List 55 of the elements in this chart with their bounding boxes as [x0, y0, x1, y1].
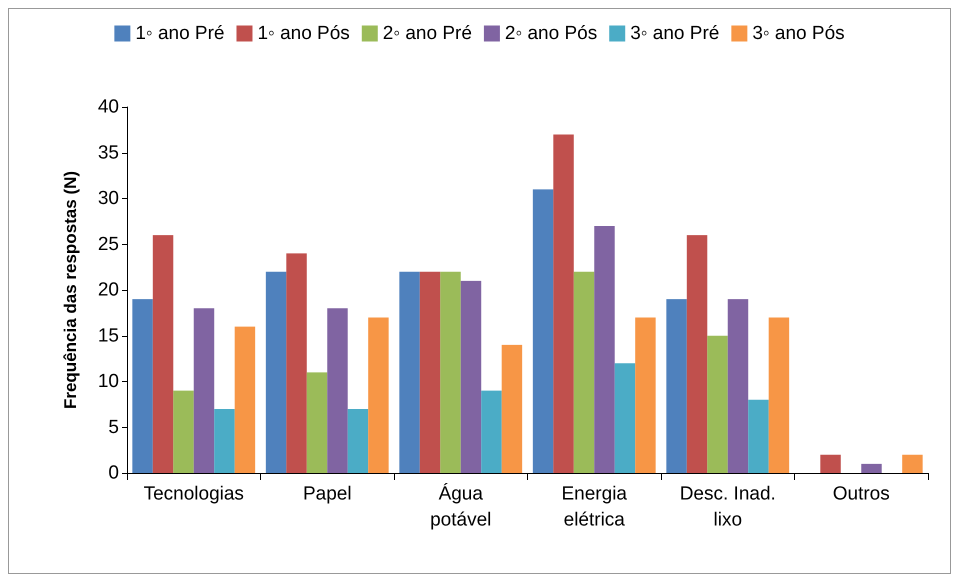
- x-tick-label: Papel: [302, 484, 352, 504]
- x-tick-label: Tecnologias: [144, 484, 244, 504]
- y-tick-label: 25: [98, 234, 119, 255]
- bar: [502, 344, 522, 473]
- legend-label: 2◦ ano Pós: [504, 23, 598, 44]
- bar: [266, 272, 286, 473]
- bar: [460, 280, 482, 473]
- bar: [686, 235, 708, 473]
- bar: [861, 464, 882, 473]
- y-tick-label: 35: [98, 142, 119, 164]
- bar: [234, 326, 256, 473]
- bar: [152, 235, 174, 473]
- bar: [594, 226, 615, 473]
- legend-label: 3◦ ano Pré: [630, 23, 720, 44]
- y-tick-label: 0: [108, 462, 119, 484]
- legend-label: 1◦ ano Pré: [135, 23, 224, 44]
- bar: [614, 363, 636, 473]
- y-tick-label: 30: [98, 188, 119, 209]
- bar: [368, 317, 389, 473]
- bar: [214, 408, 235, 473]
- bar: [132, 299, 153, 473]
- bar: [173, 390, 194, 473]
- x-tick-label: Energia elétrica: [562, 484, 628, 530]
- bar: [399, 272, 420, 473]
- bar: [666, 299, 687, 473]
- x-tick-label: Outros: [832, 484, 890, 504]
- x-tick-label: Desc. Inad. lixo: [680, 484, 776, 530]
- bar: [306, 372, 328, 473]
- y-tick-label: 20: [98, 280, 119, 300]
- legend-label: 2◦ ano Pré: [382, 23, 472, 44]
- bar: [902, 454, 923, 473]
- bar: [574, 272, 594, 473]
- bar: [820, 454, 841, 473]
- bar: [194, 308, 214, 473]
- y-axis-title: Frequência das respostas (N): [61, 170, 80, 410]
- bar: [481, 390, 502, 473]
- bar: [440, 272, 461, 473]
- legend-label: 1◦ ano Pós: [257, 23, 350, 44]
- bar: [532, 189, 554, 473]
- bar: [707, 336, 728, 473]
- bar: [348, 408, 368, 473]
- bar: [768, 317, 790, 473]
- x-tick-label: Água potável: [430, 482, 492, 530]
- bar: [728, 299, 748, 473]
- y-tick-label: 15: [98, 325, 119, 346]
- bar: [327, 308, 348, 473]
- bar: [553, 134, 574, 473]
- legend-label: 3◦ ano Pós: [752, 23, 845, 44]
- bar: [286, 253, 307, 473]
- y-tick-label: 5: [108, 416, 119, 438]
- bar: [420, 272, 440, 473]
- y-tick-label: 40: [98, 96, 119, 118]
- y-tick-label: 10: [98, 371, 119, 392]
- bar: [748, 400, 769, 473]
- bar: [635, 317, 656, 473]
